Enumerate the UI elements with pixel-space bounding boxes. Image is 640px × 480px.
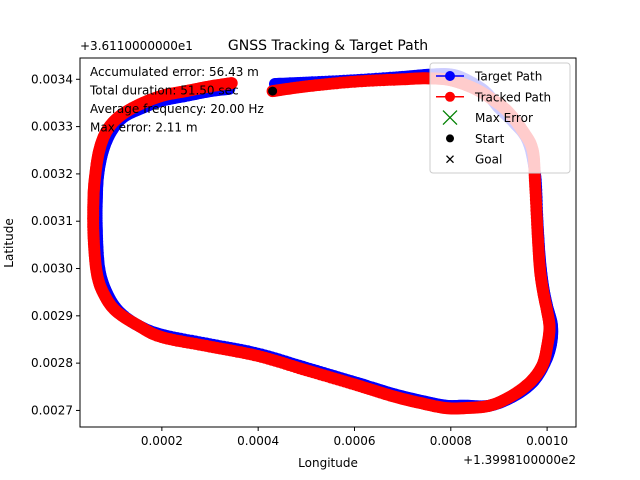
legend-marker	[446, 155, 454, 164]
x-tick-label: 0.0006	[333, 434, 375, 448]
legend-item: Tracked Path	[436, 90, 551, 104]
y-tick-label: 0.0028	[31, 356, 73, 370]
x-tick-label: 0.0004	[237, 434, 279, 448]
legend-label: Goal	[475, 153, 502, 167]
x-tick-label: 0.0010	[526, 434, 568, 448]
legend-marker	[445, 91, 455, 102]
legend-item: Target Path	[436, 70, 542, 84]
legend-marker	[446, 134, 454, 143]
y-axis: 0.0027 0.0028 0.0029 0.0030 0.0031 0.0032 0.00…	[31, 72, 80, 417]
x-tick-label: 0.0002	[141, 434, 183, 448]
legend-item: Goal	[446, 153, 502, 167]
chart-title: GNSS Tracking & Target Path	[228, 38, 428, 54]
legend-marker	[445, 71, 455, 81]
legend-marker	[442, 110, 458, 126]
legend-item: Start	[446, 132, 505, 146]
y-tick-label: 0.0029	[31, 309, 73, 323]
y-axis-label: Latitude	[2, 218, 16, 267]
y-tick-label: 0.0032	[31, 167, 73, 181]
y-tick-label: 0.0034	[31, 72, 73, 86]
x-offset-label: +1.3998100000e2	[463, 453, 576, 467]
y-tick-label: 0.0031	[31, 214, 73, 228]
x-tick-label: 0.0008	[430, 434, 472, 448]
y-offset-label: +3.6110000000e1	[80, 39, 193, 53]
x-axis-label: Longitude	[298, 456, 358, 470]
legend-label: Max Error	[475, 111, 533, 125]
annotation-block: Accumulated error: 56.43 m Total duration…	[89, 65, 264, 135]
x-axis: 0.0002 0.0004 0.0006 0.0008 0.0010	[141, 427, 568, 448]
annotation-line: Total duration: 51.50 sec	[89, 84, 239, 98]
legend-item: Max Error	[442, 110, 533, 126]
legend-items: Target Path Tracked Path Max Error Start Goa…	[436, 70, 551, 167]
plot-frame	[79, 57, 577, 428]
legend-label: Tracked Path	[474, 90, 551, 104]
legend: Target Path Tracked Path Max Error Start Goa…	[429, 62, 571, 174]
annotation-line: Average frequency: 20.00 Hz	[90, 102, 264, 116]
start-marker	[268, 86, 278, 96]
y-tick-label: 0.0033	[31, 120, 73, 134]
data-point	[225, 77, 238, 90]
legend-frame	[429, 62, 571, 174]
annotation-line: Accumulated error: 56.43 m	[90, 65, 259, 79]
legend-label: Start	[475, 132, 505, 146]
annotation-line: Max error: 2.11 m	[90, 121, 198, 135]
y-tick-label: 0.0030	[31, 262, 73, 276]
legend-label: Target Path	[474, 70, 542, 84]
y-tick-label: 0.0027	[31, 403, 73, 417]
